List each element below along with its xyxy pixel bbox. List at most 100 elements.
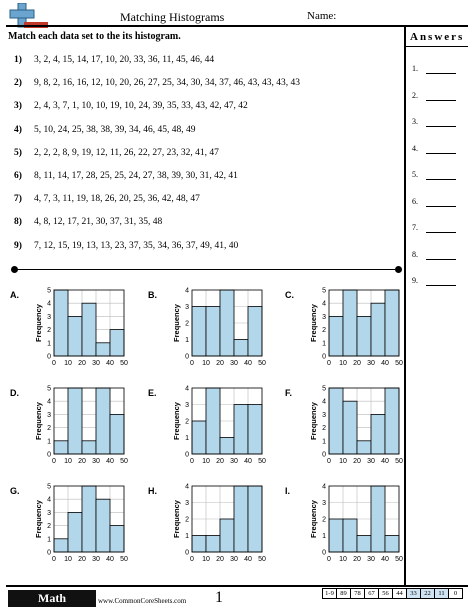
y-tick-label: 4 — [185, 288, 189, 295]
y-tick-label: 3 — [322, 500, 326, 507]
y-tick-label: 3 — [47, 412, 51, 419]
answer-number: 7. — [412, 223, 418, 232]
histogram-label: I. — [285, 486, 290, 496]
answer-blank[interactable] — [426, 179, 456, 180]
x-tick-label: 0 — [52, 458, 56, 465]
x-tick-label: 0 — [190, 360, 194, 367]
histogram-label: G. — [10, 486, 20, 496]
histogram-bar — [328, 518, 344, 553]
y-axis-label: Frequency — [309, 401, 318, 440]
x-tick-label: 0 — [190, 556, 194, 563]
y-tick-label: 1 — [185, 337, 189, 344]
x-tick-label: 0 — [327, 458, 331, 465]
x-tick-label: 50 — [258, 360, 266, 367]
x-tick-label: 30 — [367, 360, 375, 367]
answer-blank[interactable] — [426, 258, 456, 260]
problem-row: 4) 5, 10, 24, 25, 38, 38, 39, 34, 46, 45,… — [14, 125, 196, 135]
answer-blank[interactable] — [426, 152, 456, 154]
y-axis-label: Frequency — [309, 499, 318, 538]
y-tick-label: 3 — [322, 314, 326, 321]
answer-number: 8. — [412, 249, 418, 259]
name-label: Name: — [307, 10, 337, 22]
y-axis-label: Frequency — [34, 499, 43, 538]
y-tick-label: 3 — [185, 402, 189, 409]
histogram-bar — [81, 485, 97, 553]
x-tick-label: 0 — [52, 360, 56, 367]
plot-frame — [328, 289, 400, 357]
answer-number: 3. — [412, 117, 418, 126]
x-tick-label: 30 — [230, 556, 238, 563]
y-tick-label: 1 — [47, 340, 51, 347]
x-tick-label: 10 — [339, 458, 347, 465]
y-axis-label: Frequency — [172, 303, 181, 342]
y-tick-label: 2 — [185, 517, 189, 524]
histogram-bar — [233, 404, 249, 455]
x-tick-label: 20 — [216, 458, 224, 465]
score-cell: 67 — [364, 589, 378, 598]
problem-number: 3) — [14, 101, 22, 112]
problem-data: 9, 8, 2, 16, 16, 12, 10, 20, 26, 27, 25,… — [34, 78, 300, 89]
divider-dot-right — [395, 266, 402, 273]
x-tick-label: 40 — [381, 360, 389, 367]
histogram-bar — [205, 306, 221, 357]
histogram-label: E. — [148, 388, 157, 398]
x-tick-label: 40 — [106, 458, 114, 465]
histogram-bar — [53, 538, 69, 553]
problem-number: 1) — [14, 55, 22, 65]
histogram-bar — [370, 485, 386, 553]
x-tick-label: 40 — [106, 360, 114, 367]
y-tick-label: 4 — [322, 301, 326, 308]
answer-blank[interactable] — [426, 73, 456, 74]
x-tick-label: 0 — [327, 360, 331, 367]
x-tick-label: 10 — [64, 556, 72, 563]
answer-blank[interactable] — [426, 99, 456, 101]
x-tick-label: 40 — [244, 556, 252, 563]
histogram-bar — [67, 387, 83, 455]
histogram-bar — [247, 485, 263, 553]
answer-blank[interactable] — [426, 205, 456, 207]
problem-number: 4) — [14, 124, 22, 135]
x-tick-label: 10 — [339, 556, 347, 563]
y-tick-label: 4 — [322, 484, 326, 491]
plot-frame — [53, 387, 125, 455]
histogram-bar — [67, 511, 83, 553]
x-tick-label: 50 — [258, 458, 266, 465]
answer-number: 6. — [412, 196, 418, 206]
y-axis-label: Frequency — [34, 401, 43, 440]
histogram-label: C. — [285, 290, 294, 300]
score-cell: 22 — [420, 589, 434, 598]
x-tick-label: 30 — [230, 360, 238, 367]
problem-number: 8) — [14, 217, 22, 228]
site-url: www.CommonCoreSheets.com — [98, 597, 187, 605]
footer-rule — [6, 585, 468, 587]
answer-blank[interactable] — [426, 232, 456, 233]
score-cell: 11 — [434, 589, 448, 598]
answer-blank[interactable] — [426, 126, 456, 127]
instructions: Match each data set to the its histogram… — [8, 31, 181, 42]
y-tick-label: 1 — [47, 438, 51, 445]
x-tick-label: 0 — [327, 556, 331, 563]
x-tick-label: 40 — [381, 458, 389, 465]
answer-blank[interactable] — [426, 285, 456, 286]
score-cell: 44 — [392, 589, 406, 598]
section-divider — [14, 269, 398, 270]
plot-frame — [53, 289, 125, 357]
y-tick-label: 1 — [47, 536, 51, 543]
y-tick-label: 3 — [185, 500, 189, 507]
x-tick-label: 50 — [395, 360, 403, 367]
problem-number: 9) — [14, 240, 22, 251]
plot-frame — [328, 387, 400, 455]
y-tick-label: 0 — [185, 452, 189, 459]
x-tick-label: 0 — [52, 556, 56, 563]
histogram-bar — [191, 420, 207, 455]
page-number: 1 — [215, 589, 223, 606]
x-tick-label: 30 — [367, 556, 375, 563]
histogram-bar — [95, 342, 111, 357]
y-tick-label: 5 — [322, 288, 326, 295]
x-tick-label: 20 — [216, 360, 224, 367]
plot-frame — [53, 485, 125, 553]
histogram-bar — [356, 315, 372, 357]
histogram-bar — [384, 535, 400, 553]
answers-divider — [404, 26, 406, 585]
